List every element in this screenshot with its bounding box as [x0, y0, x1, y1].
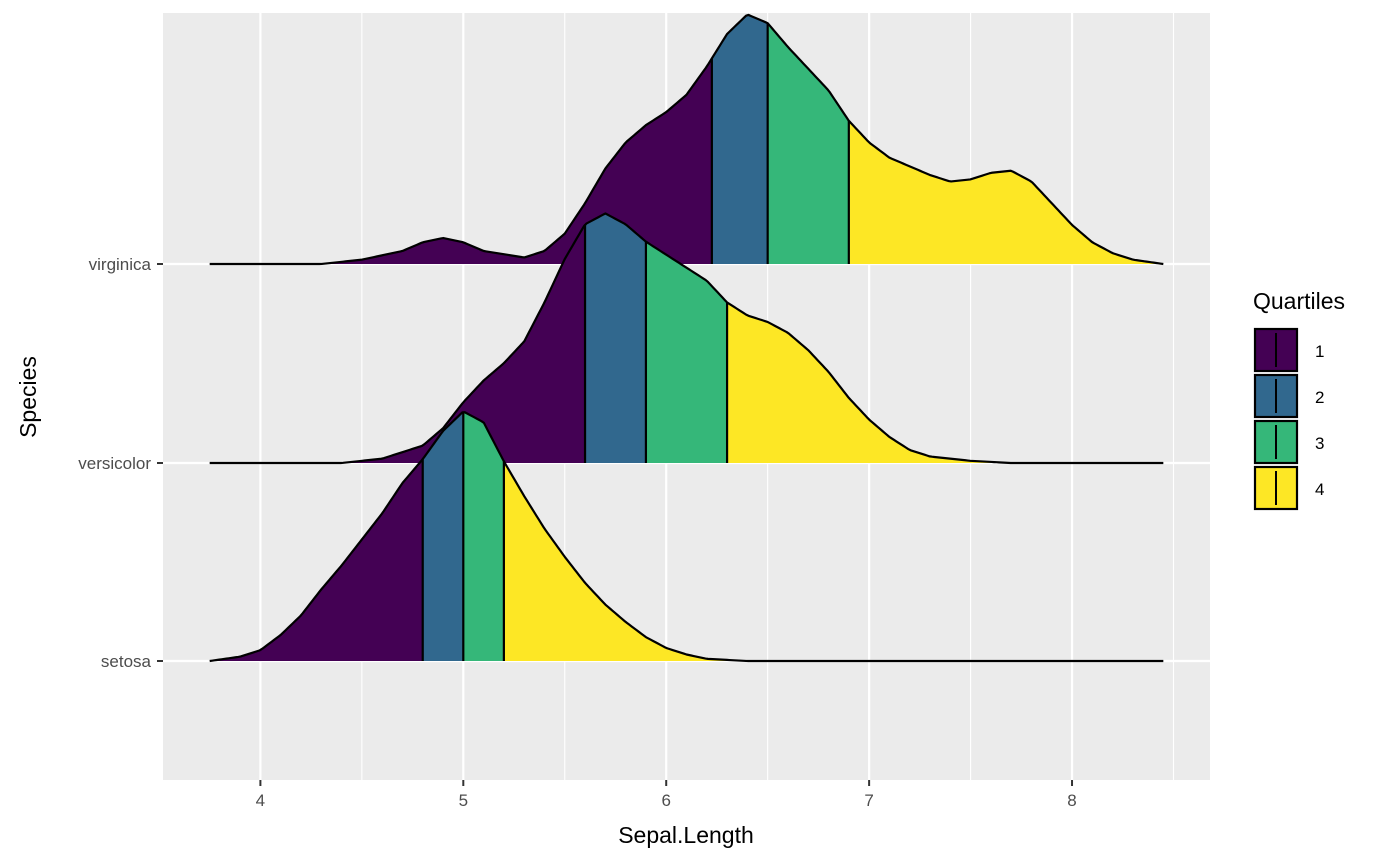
- legend-label-1: 1: [1315, 342, 1324, 361]
- ridge-versicolor-quartile-3: [645, 241, 728, 463]
- ridge-virginica-outline: [209, 13, 1164, 266]
- x-tick-label: 4: [256, 791, 265, 810]
- ridge-setosa-quartile-3: [463, 411, 504, 661]
- legend-label-3: 3: [1315, 434, 1324, 453]
- y-tick-label-virginica: virginica: [89, 255, 152, 274]
- ridge-versicolor-quartile-2: [585, 213, 646, 463]
- ridge-setosa-quartile-1: [209, 459, 423, 661]
- y-axis-title: Species: [15, 356, 41, 438]
- legend-item-2: 2: [1253, 373, 1324, 419]
- axes: 4 5 6 7 8 setosa versicolor virginica: [78, 255, 1077, 810]
- x-tick-label: 8: [1067, 791, 1076, 810]
- x-axis-title: Sepal.Length: [618, 822, 754, 848]
- ridge-versicolor-quartile-1: [209, 224, 586, 463]
- y-tick-label-setosa: setosa: [101, 652, 152, 671]
- legend-item-1: 1: [1253, 327, 1324, 373]
- ridges: [209, 13, 1164, 663]
- x-tick-label: 5: [459, 791, 468, 810]
- ridge-setosa-outline: [209, 411, 1164, 663]
- ridge-setosa-quartile-4: [503, 461, 1164, 661]
- ridge-setosa: [209, 411, 1164, 663]
- legend-item-3: 3: [1253, 419, 1324, 465]
- legend-title: Quartiles: [1253, 288, 1345, 314]
- ridge-versicolor: [209, 212, 1164, 465]
- ridge-virginica-quartile-3: [767, 23, 849, 264]
- x-tick-label: 6: [661, 791, 670, 810]
- legend-item-4: 4: [1253, 465, 1324, 511]
- ridge-virginica: [209, 13, 1164, 266]
- x-tick-label: 7: [864, 791, 873, 810]
- ridge-setosa-quartile-2: [422, 411, 464, 661]
- ridge-virginica-quartile-4: [848, 120, 1164, 264]
- ridge-virginica-quartile-2: [711, 14, 768, 264]
- ridge-versicolor-quartile-4: [727, 302, 1164, 463]
- legend-label-2: 2: [1315, 388, 1324, 407]
- ridge-versicolor-outline: [209, 212, 1164, 465]
- ridge-virginica-quartile-1: [209, 58, 712, 264]
- y-tick-label-versicolor: versicolor: [78, 454, 151, 473]
- legend-label-4: 4: [1315, 480, 1324, 499]
- legend: Quartiles 1 2 3 4: [1253, 288, 1345, 511]
